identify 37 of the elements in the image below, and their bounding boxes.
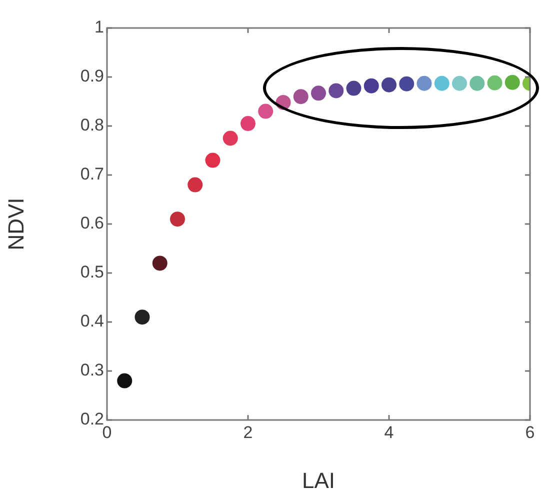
point — [117, 373, 132, 388]
y-tick-label: 0.6 — [80, 214, 104, 233]
point — [434, 76, 450, 91]
point — [188, 177, 203, 192]
y-tick-label: 0.3 — [80, 360, 104, 380]
y-tick-label: 0.5 — [80, 262, 104, 282]
point — [293, 89, 308, 104]
y-tick-label: 0.4 — [80, 312, 104, 331]
y-tick-label: 0.7 — [80, 164, 104, 184]
x-tick-label: 6 — [525, 422, 535, 442]
x-tick-label: 4 — [384, 422, 394, 442]
point — [240, 116, 256, 132]
point — [399, 76, 414, 92]
point — [222, 130, 238, 146]
y-tick-label: 1 — [94, 18, 104, 37]
point — [452, 76, 467, 91]
point — [346, 80, 362, 96]
point — [311, 86, 326, 101]
point — [258, 104, 274, 119]
y-tick-label: 0.9 — [80, 66, 104, 86]
point — [205, 152, 220, 168]
point — [170, 212, 185, 227]
point — [328, 83, 344, 98]
x-tick-label: 2 — [243, 422, 253, 442]
point — [416, 76, 432, 91]
y-tick-label: 0.8 — [80, 116, 104, 135]
x-axis-title: LAI — [302, 468, 336, 493]
point — [504, 74, 520, 90]
point — [382, 77, 396, 92]
y-tick-label: 0.2 — [80, 410, 104, 429]
point — [134, 310, 150, 325]
x-tick-label: 0 — [102, 422, 112, 442]
y-axis-title: NDVI — [3, 198, 28, 250]
point — [364, 78, 379, 94]
point — [487, 75, 502, 90]
point — [470, 76, 485, 91]
point — [152, 256, 168, 271]
